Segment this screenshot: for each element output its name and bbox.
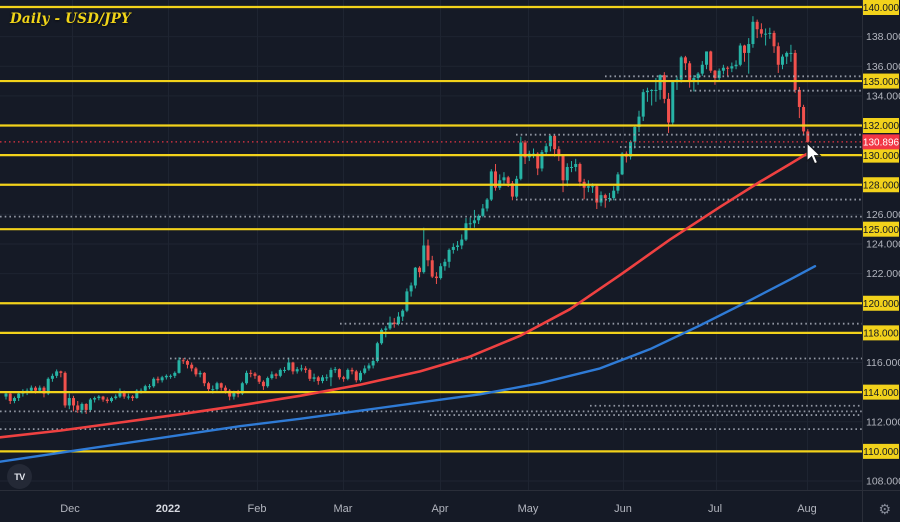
svg-text:108.000: 108.000 <box>866 476 900 488</box>
current-price-label: 130.896 <box>862 134 900 150</box>
svg-text:132.000: 132.000 <box>863 121 900 132</box>
svg-text:130.000: 130.000 <box>863 151 900 162</box>
ma-line-blue[interactable] <box>0 265 817 463</box>
svg-text:126.000: 126.000 <box>866 209 900 221</box>
tradingview-logo-glyph: TV <box>14 471 25 482</box>
axis-settings-gear-icon[interactable]: ⚙ <box>878 501 891 517</box>
svg-text:2022: 2022 <box>156 503 180 515</box>
svg-text:Aug: Aug <box>797 503 817 515</box>
support-resistance-lines[interactable] <box>0 5 862 453</box>
svg-text:125.000: 125.000 <box>863 225 900 236</box>
svg-text:112.000: 112.000 <box>866 416 900 428</box>
svg-text:130.896: 130.896 <box>863 138 900 149</box>
svg-text:124.000: 124.000 <box>866 239 900 251</box>
svg-text:120.000: 120.000 <box>863 299 900 310</box>
svg-text:114.000: 114.000 <box>863 388 899 399</box>
svg-text:135.000: 135.000 <box>863 77 900 88</box>
price-axis[interactable]: 138.000 136.000 134.000 126.000 124.000 122.0… <box>863 0 900 488</box>
svg-text:134.000: 134.000 <box>866 90 900 102</box>
tradingview-logo[interactable]: TV <box>7 464 32 489</box>
svg-text:118.000: 118.000 <box>863 329 899 340</box>
svg-text:122.000: 122.000 <box>866 268 900 280</box>
svg-text:128.000: 128.000 <box>863 180 900 191</box>
svg-text:Jun: Jun <box>614 503 632 515</box>
svg-text:136.000: 136.000 <box>866 61 900 73</box>
svg-text:May: May <box>518 503 539 515</box>
ma-line-red[interactable] <box>0 149 814 439</box>
svg-text:110.000: 110.000 <box>863 447 899 458</box>
svg-text:116.000: 116.000 <box>866 357 900 369</box>
svg-text:Apr: Apr <box>431 503 448 515</box>
svg-text:Dec: Dec <box>60 503 80 515</box>
svg-text:140.000: 140.000 <box>863 3 900 14</box>
svg-text:Mar: Mar <box>334 503 353 515</box>
svg-text:138.000: 138.000 <box>866 31 900 43</box>
time-axis[interactable]: Dec 2022 Feb Mar Apr May Jun Jul Aug <box>60 503 817 515</box>
candles <box>4 16 810 414</box>
svg-text:Jul: Jul <box>708 503 722 515</box>
svg-text:Feb: Feb <box>248 503 267 515</box>
dotted-range-lines <box>0 75 862 431</box>
